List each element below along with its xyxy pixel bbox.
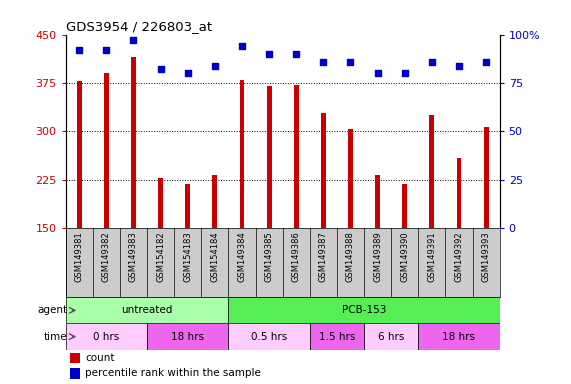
Text: GSM149388: GSM149388 bbox=[346, 232, 355, 282]
Bar bbox=[228, 323, 309, 350]
Text: time: time bbox=[43, 332, 67, 342]
Point bbox=[400, 70, 409, 76]
Point bbox=[346, 59, 355, 65]
Bar bbox=[309, 323, 364, 350]
Text: untreated: untreated bbox=[122, 305, 172, 315]
Bar bbox=[429, 115, 435, 228]
Point bbox=[210, 63, 219, 69]
Point bbox=[455, 63, 464, 69]
Point bbox=[183, 70, 192, 76]
Text: agent: agent bbox=[37, 305, 67, 315]
Text: GSM149384: GSM149384 bbox=[238, 232, 247, 282]
Text: GSM149390: GSM149390 bbox=[400, 232, 409, 282]
Text: 0.5 hrs: 0.5 hrs bbox=[251, 332, 287, 342]
Text: GSM154182: GSM154182 bbox=[156, 232, 165, 282]
Text: count: count bbox=[85, 353, 115, 363]
Text: GSM149382: GSM149382 bbox=[102, 232, 111, 282]
Text: GSM149391: GSM149391 bbox=[427, 232, 436, 282]
Bar bbox=[267, 86, 272, 228]
Text: GSM149393: GSM149393 bbox=[481, 232, 490, 282]
Text: 18 hrs: 18 hrs bbox=[443, 332, 476, 342]
Bar bbox=[402, 184, 407, 228]
Text: GSM149387: GSM149387 bbox=[319, 232, 328, 282]
Text: 0 hrs: 0 hrs bbox=[93, 332, 119, 342]
Bar bbox=[239, 80, 244, 228]
Bar bbox=[77, 81, 82, 228]
Text: GSM149386: GSM149386 bbox=[292, 232, 301, 282]
Point bbox=[102, 47, 111, 53]
Bar bbox=[70, 368, 79, 379]
Point bbox=[238, 43, 247, 49]
Bar bbox=[104, 73, 109, 228]
Bar bbox=[293, 85, 299, 228]
Bar bbox=[66, 323, 147, 350]
Bar bbox=[375, 175, 380, 228]
Bar bbox=[321, 113, 326, 228]
Text: GSM149385: GSM149385 bbox=[264, 232, 274, 282]
Point bbox=[264, 51, 274, 57]
Text: GSM149392: GSM149392 bbox=[455, 232, 464, 282]
Text: PCB-153: PCB-153 bbox=[342, 305, 386, 315]
Bar bbox=[66, 297, 228, 323]
Bar bbox=[484, 127, 489, 228]
Bar bbox=[228, 297, 500, 323]
Point bbox=[481, 59, 490, 65]
Text: GSM154183: GSM154183 bbox=[183, 232, 192, 282]
Text: GSM149383: GSM149383 bbox=[129, 232, 138, 282]
Text: 6 hrs: 6 hrs bbox=[378, 332, 404, 342]
Text: 18 hrs: 18 hrs bbox=[171, 332, 204, 342]
Bar bbox=[212, 175, 218, 228]
Point bbox=[427, 59, 436, 65]
Text: percentile rank within the sample: percentile rank within the sample bbox=[85, 369, 261, 379]
Bar bbox=[70, 353, 79, 363]
Text: GSM154184: GSM154184 bbox=[210, 232, 219, 282]
Point bbox=[373, 70, 382, 76]
Bar bbox=[131, 57, 136, 228]
Point bbox=[129, 37, 138, 43]
Bar bbox=[185, 184, 190, 228]
Bar bbox=[364, 323, 418, 350]
Point bbox=[292, 51, 301, 57]
Text: 1.5 hrs: 1.5 hrs bbox=[319, 332, 355, 342]
Point bbox=[319, 59, 328, 65]
Bar bbox=[456, 159, 461, 228]
Bar bbox=[418, 323, 500, 350]
Point bbox=[75, 47, 84, 53]
Bar bbox=[158, 178, 163, 228]
Text: GDS3954 / 226803_at: GDS3954 / 226803_at bbox=[66, 20, 212, 33]
Bar bbox=[348, 129, 353, 228]
Bar bbox=[147, 323, 228, 350]
Point bbox=[156, 66, 165, 73]
Text: GSM149389: GSM149389 bbox=[373, 232, 382, 282]
Text: GSM149381: GSM149381 bbox=[75, 232, 84, 282]
